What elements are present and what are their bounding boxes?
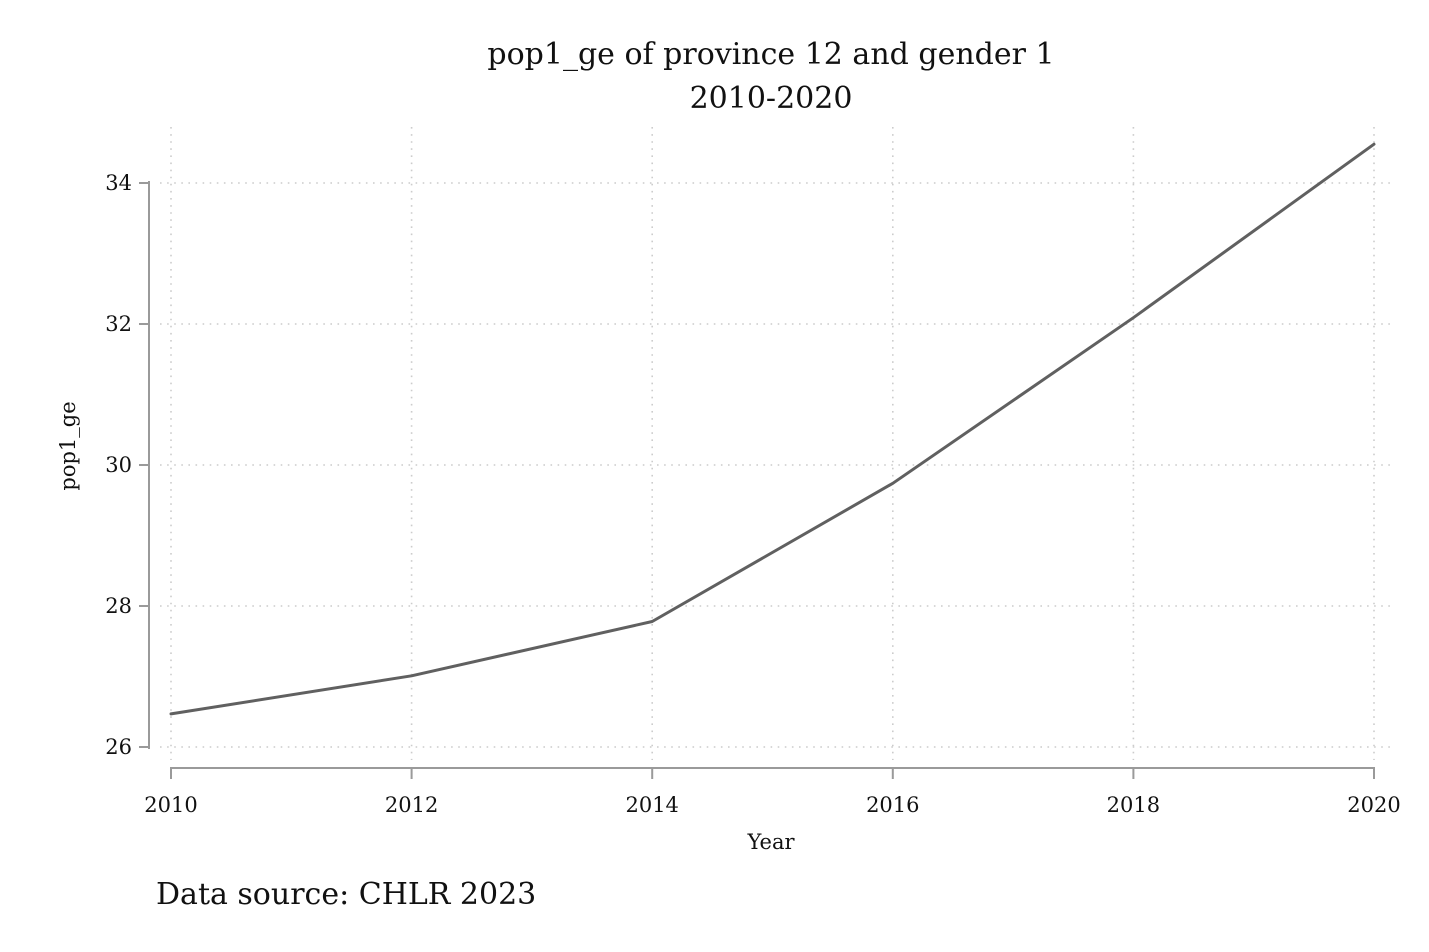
y-tick-label-32: 32 — [105, 312, 132, 336]
x-tick-label-2020: 2020 — [1347, 793, 1400, 817]
y-tick-label-34: 34 — [105, 171, 132, 195]
x-tick-label-2014: 2014 — [625, 793, 678, 817]
series-layer — [169, 142, 1376, 716]
y-tick-label-28: 28 — [105, 594, 132, 618]
x-tick-label-2016: 2016 — [866, 793, 919, 817]
x-tick-label-2012: 2012 — [385, 793, 438, 817]
chart-subtitle: 2010-2020 — [690, 81, 853, 116]
y-axis-label: pop1_ge — [56, 401, 80, 490]
gridlines — [160, 127, 1394, 760]
x-tick-label-2010: 2010 — [144, 793, 197, 817]
series-line-1 — [169, 142, 1376, 716]
y-tick-label-30: 30 — [105, 453, 132, 477]
y-tick-label-26: 26 — [105, 735, 132, 759]
tick-labels: 26 28 30 32 34 2010 2012 2014 2016 2018 2020 — [105, 171, 1400, 817]
x-axis-label: Year — [746, 830, 795, 854]
data-source-note: Data source: CHLR 2023 — [156, 877, 536, 912]
axes — [139, 181, 1375, 779]
x-tick-label-2018: 2018 — [1107, 793, 1160, 817]
chart-title: pop1_ge of province 12 and gender 1 — [487, 37, 1054, 72]
